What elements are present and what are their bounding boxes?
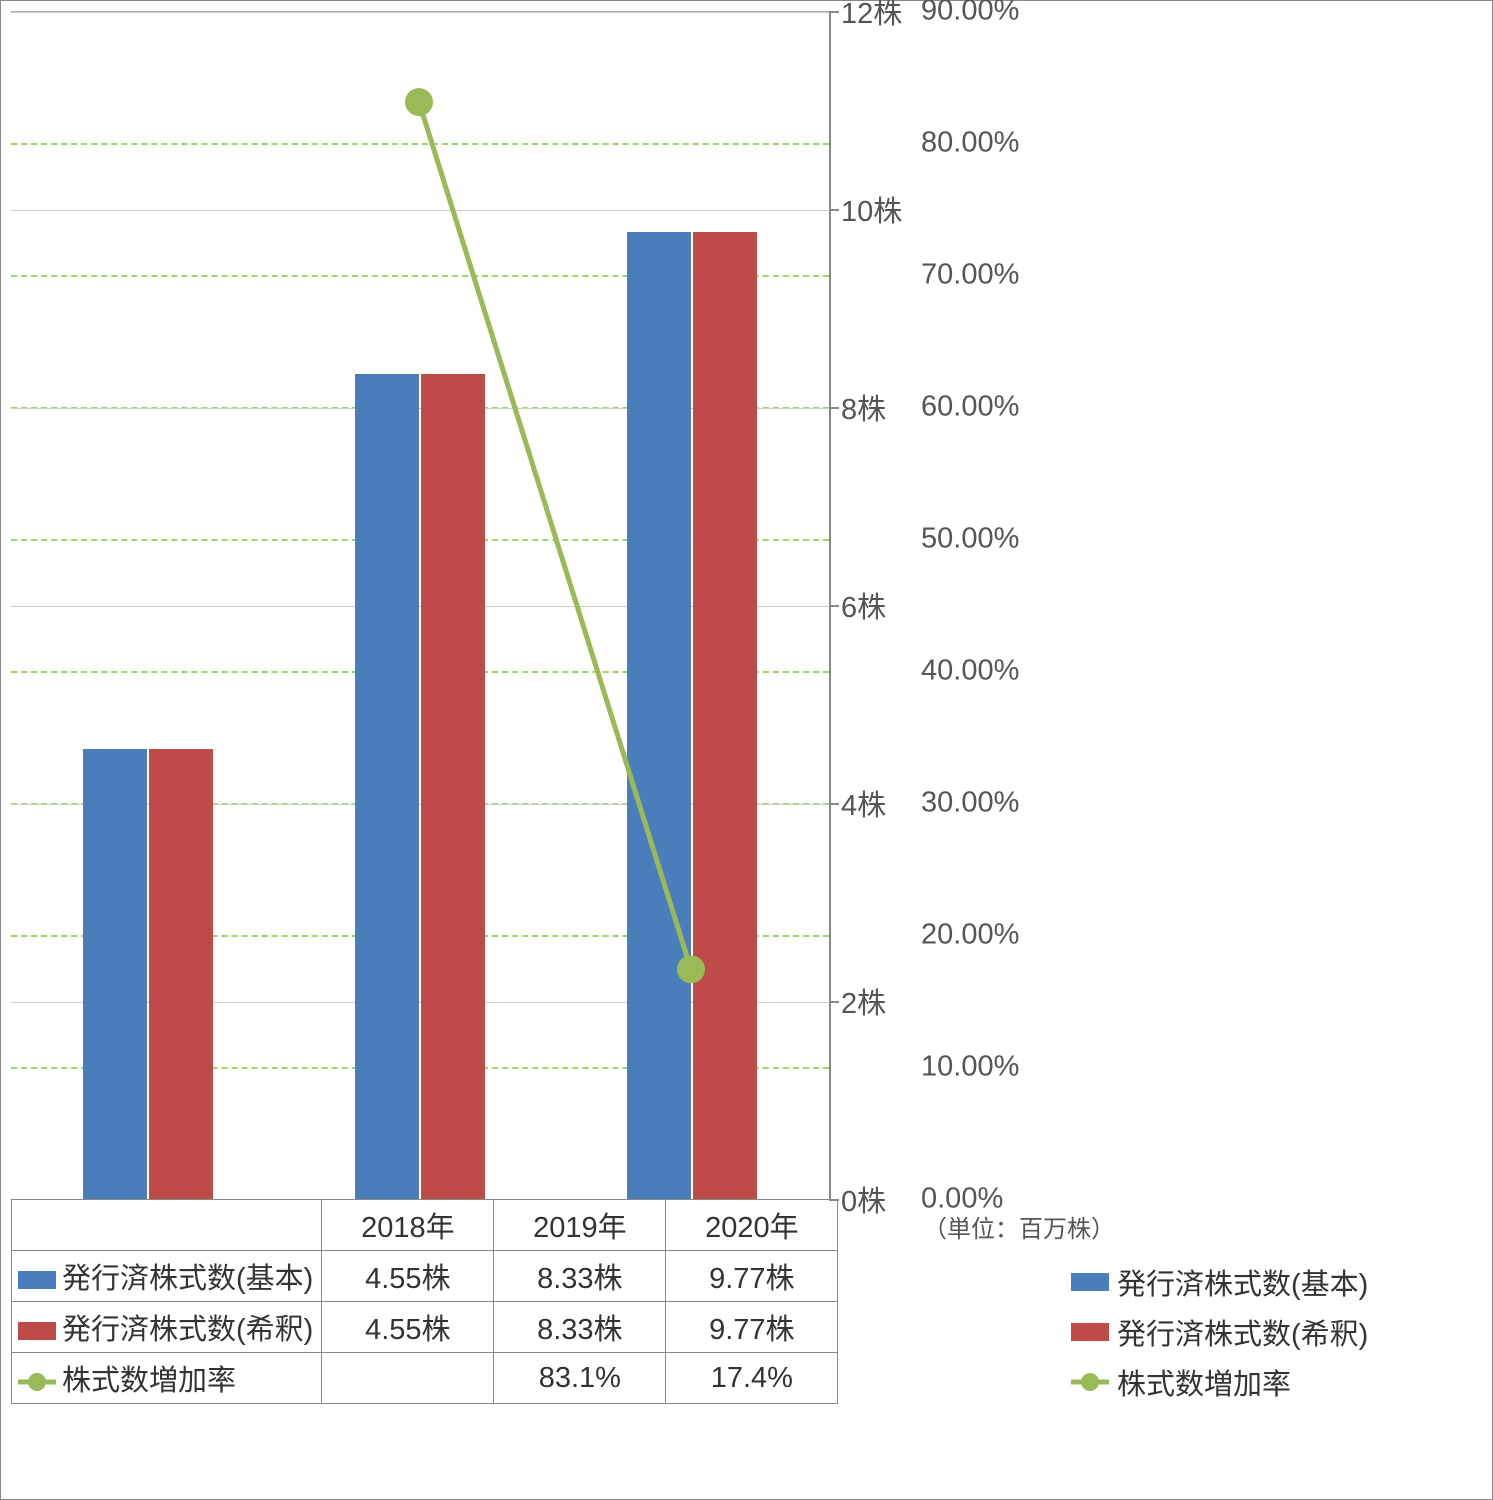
table-row-label: 株式数増加率 bbox=[62, 1365, 236, 1397]
legend-item: 発行済株式数(希釈) bbox=[1071, 1307, 1368, 1357]
table-cell: 17.4% bbox=[666, 1353, 838, 1404]
y1-tick-label: 0株 bbox=[841, 1178, 886, 1220]
y2-tick-label: 20.00% bbox=[921, 919, 1019, 952]
y2-axis: 0.00%10.00%20.00%30.00%40.00%50.00%60.00… bbox=[921, 11, 1061, 1199]
table-cell bbox=[322, 1353, 494, 1404]
y1-tick-label: 12株 bbox=[841, 0, 902, 32]
y1-tick-label: 2株 bbox=[841, 980, 886, 1022]
y1-gridline bbox=[11, 12, 829, 13]
legend-swatch-bar bbox=[1071, 1323, 1109, 1341]
bar-1-1 bbox=[421, 374, 485, 1199]
table-cell: 4.55株 bbox=[322, 1302, 494, 1353]
y2-tick-label: 10.00% bbox=[921, 1051, 1019, 1084]
bar-0-1 bbox=[355, 374, 419, 1199]
chart-container: 0株2株4株6株8株10株12株 0.00%10.00%20.00%30.00%… bbox=[0, 0, 1493, 1500]
table-cell: 8.33株 bbox=[494, 1251, 666, 1302]
bar-1-2 bbox=[693, 232, 757, 1199]
unit-note: （単位：百万株） bbox=[923, 1209, 1115, 1244]
y1-tick-label: 4株 bbox=[841, 782, 886, 824]
bar-0-2 bbox=[627, 232, 691, 1199]
data-table: 2018年2019年2020年発行済株式数(基本) 4.55株8.33株9.77株… bbox=[11, 1199, 838, 1404]
y2-tick-label: 30.00% bbox=[921, 787, 1019, 820]
category-label: 2020年 bbox=[666, 1200, 838, 1251]
y1-gridline bbox=[11, 210, 829, 211]
legend-swatch-line bbox=[1071, 1373, 1109, 1391]
table-row-label: 発行済株式数(希釈) bbox=[62, 1314, 313, 1346]
category-label: 2018年 bbox=[322, 1200, 494, 1251]
legend: 発行済株式数(基本) 発行済株式数(希釈) 株式数増加率 bbox=[1071, 1257, 1368, 1407]
y1-tick-label: 6株 bbox=[841, 584, 886, 626]
legend-label: 発行済株式数(希釈) bbox=[1117, 1311, 1368, 1353]
table-cell: 9.77株 bbox=[666, 1251, 838, 1302]
plot-area bbox=[11, 11, 829, 1199]
y2-tick-label: 70.00% bbox=[921, 259, 1019, 292]
legend-label: 株式数増加率 bbox=[1117, 1361, 1291, 1403]
table-row-label: 発行済株式数(基本) bbox=[62, 1263, 313, 1295]
legend-label: 発行済株式数(基本) bbox=[1117, 1261, 1368, 1303]
legend-item: 株式数増加率 bbox=[1071, 1357, 1368, 1407]
y2-tick-label: 60.00% bbox=[921, 391, 1019, 424]
table-cell: 4.55株 bbox=[322, 1251, 494, 1302]
y2-tick-label: 50.00% bbox=[921, 523, 1019, 556]
legend-swatch-line bbox=[18, 1373, 56, 1391]
bar-0-0 bbox=[83, 749, 147, 1199]
bar-1-0 bbox=[149, 749, 213, 1199]
y1-axis: 0株2株4株6株8株10株12株 bbox=[829, 11, 921, 1199]
y1-tick-label: 10株 bbox=[841, 188, 902, 230]
y1-tick-label: 8株 bbox=[841, 386, 886, 428]
y2-tick-label: 80.00% bbox=[921, 127, 1019, 160]
legend-swatch-bar bbox=[18, 1271, 56, 1289]
table-cell: 8.33株 bbox=[494, 1302, 666, 1353]
y2-tick-label: 40.00% bbox=[921, 655, 1019, 688]
y2-tick-label: 90.00% bbox=[921, 0, 1019, 28]
legend-item: 発行済株式数(基本) bbox=[1071, 1257, 1368, 1307]
category-label: 2019年 bbox=[494, 1200, 666, 1251]
table-cell: 83.1% bbox=[494, 1353, 666, 1404]
legend-swatch-bar bbox=[18, 1322, 56, 1340]
table-cell: 9.77株 bbox=[666, 1302, 838, 1353]
legend-swatch-bar bbox=[1071, 1273, 1109, 1291]
